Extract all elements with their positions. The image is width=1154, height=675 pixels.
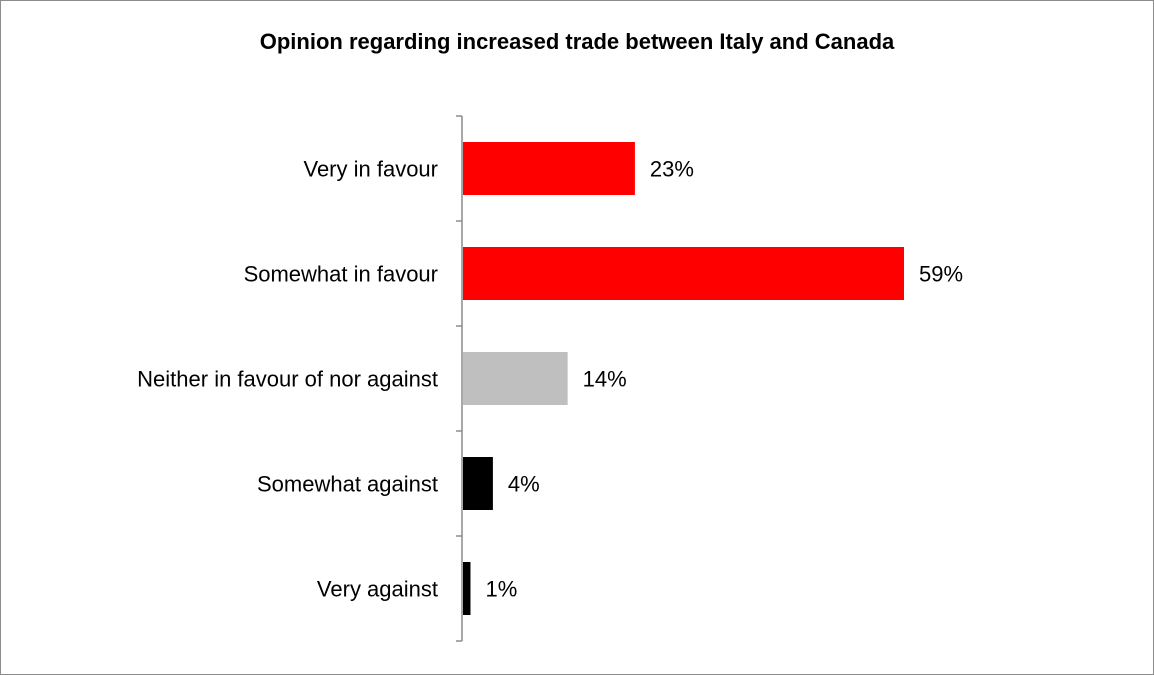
chart-title: Opinion regarding increased trade betwee… bbox=[259, 29, 895, 54]
bar bbox=[463, 457, 493, 510]
category-label: Very against bbox=[317, 577, 438, 602]
category-label: Somewhat against bbox=[257, 472, 438, 497]
data-label: 14% bbox=[583, 367, 627, 392]
data-label: 1% bbox=[485, 577, 517, 602]
bar bbox=[463, 247, 904, 300]
category-label: Somewhat in favour bbox=[244, 262, 438, 287]
data-label: 23% bbox=[650, 157, 694, 182]
category-label: Neither in favour of nor against bbox=[137, 367, 438, 392]
bar bbox=[463, 142, 635, 195]
category-label: Very in favour bbox=[303, 157, 438, 182]
bar bbox=[463, 562, 471, 615]
data-label: 59% bbox=[919, 262, 963, 287]
bar bbox=[463, 352, 568, 405]
data-label: 4% bbox=[508, 472, 540, 497]
